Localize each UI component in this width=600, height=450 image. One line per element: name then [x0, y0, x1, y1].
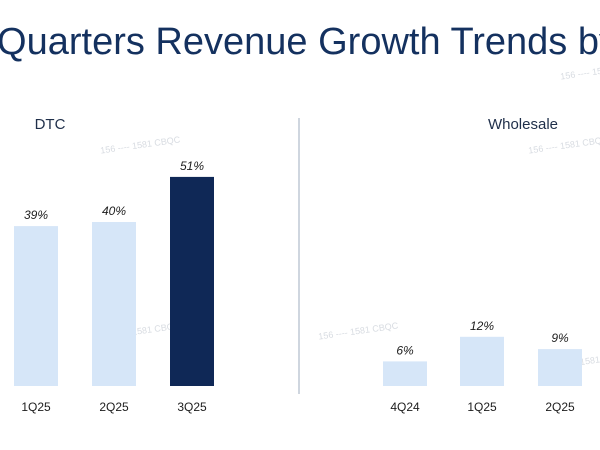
wholesale-category-label: 4Q24	[390, 400, 420, 414]
dtc-category-label: 2Q25	[99, 400, 129, 414]
dtc-value-label: 51%	[180, 159, 204, 173]
wholesale-bar-1q25	[460, 336, 504, 386]
wholesale-bar-2q25	[538, 349, 582, 386]
wholesale-value-label: 12%	[470, 319, 494, 333]
dtc-bar-1q25	[14, 226, 58, 386]
dtc-value-label: 40%	[102, 204, 126, 218]
dtc-bar-3q25	[170, 176, 214, 386]
page-title: ur Quarters Revenue Growth Trends by	[0, 21, 600, 63]
wholesale-panel-title: Wholesale	[487, 116, 559, 133]
dtc-category-label: 3Q25	[177, 400, 207, 414]
dtc-category-label: 1Q25	[21, 400, 51, 414]
panel-divider	[298, 118, 300, 394]
wholesale-bar-4q24	[383, 361, 427, 386]
wholesale-value-label: 6%	[396, 343, 414, 357]
dtc-value-label: 39%	[24, 208, 48, 222]
wholesale-category-label: 2Q25	[545, 400, 575, 414]
wholesale-category-label: 1Q25	[467, 400, 497, 414]
dtc-bar-2q25	[92, 222, 136, 386]
wholesale-value-label: 9%	[551, 331, 569, 345]
dtc-panel-title: DTC	[34, 116, 66, 133]
